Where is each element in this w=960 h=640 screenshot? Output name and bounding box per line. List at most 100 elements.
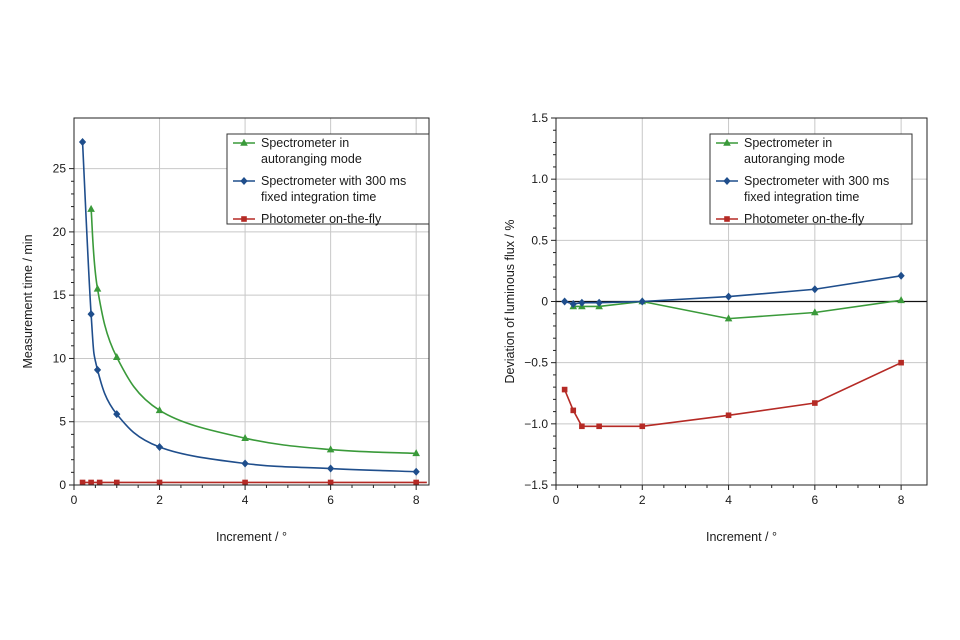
y-tick-label: 20 xyxy=(53,225,67,239)
series-point-0 xyxy=(897,296,905,304)
series-point-0 xyxy=(241,433,249,441)
series-point-2 xyxy=(88,479,94,486)
series-0 xyxy=(87,204,420,457)
legend-entry-1: fixed integration time xyxy=(261,190,376,204)
y-tick-label: −1.5 xyxy=(524,478,548,492)
x-tick-label: 4 xyxy=(725,493,732,507)
y-tick-label: 0 xyxy=(59,478,66,492)
series-2 xyxy=(561,359,904,430)
series-point-1 xyxy=(87,310,95,319)
series-point-1 xyxy=(638,297,646,306)
series-point-2 xyxy=(898,359,904,366)
series-point-1 xyxy=(897,271,905,280)
series-point-0 xyxy=(326,445,335,453)
series-line-1 xyxy=(81,142,417,473)
series-point-2 xyxy=(242,479,248,486)
series-point-2 xyxy=(79,479,86,486)
legend-frame xyxy=(226,133,430,225)
x-tick-label: 8 xyxy=(413,493,420,507)
x-tick-label: 6 xyxy=(327,493,334,507)
y-tick-label: −1.0 xyxy=(524,417,548,431)
legend-entry-1: Spectrometer with 300 ms xyxy=(261,174,406,188)
legend-entry-0: Spectrometer in xyxy=(261,136,349,150)
x-axis-label: Increment / ° xyxy=(216,530,287,544)
chart-measurement-time: 0 2 4 6 8 0 5 10 15 20 25 Increment / ° Measurement … xyxy=(21,117,430,544)
series-point-1 xyxy=(155,443,164,452)
series-0 xyxy=(569,296,905,322)
y-tick-label: 1.0 xyxy=(531,172,548,186)
series-point-1 xyxy=(412,467,420,476)
series-point-0 xyxy=(155,406,164,414)
x-tick-label: 2 xyxy=(639,493,646,507)
series-1 xyxy=(78,138,420,476)
y-tick-label: 0 xyxy=(541,295,548,309)
y-tick-label: −0.5 xyxy=(524,356,548,370)
series-point-2 xyxy=(812,400,818,406)
y-tick-label: 0.5 xyxy=(531,233,548,247)
legend: Spectrometer in autoranging mode Spectrome… xyxy=(226,133,430,226)
series-point-1 xyxy=(93,365,102,374)
series-point-1 xyxy=(561,297,569,306)
series-point-2 xyxy=(579,423,585,430)
series-line-1 xyxy=(564,275,902,305)
legend-entry-1: fixed integration time xyxy=(744,190,859,204)
x-tick-label: 0 xyxy=(71,493,78,507)
series-point-0 xyxy=(87,204,95,212)
series-point-2 xyxy=(639,423,646,430)
series-1 xyxy=(561,271,905,308)
series-line-2 xyxy=(563,361,902,428)
series-point-2 xyxy=(561,386,568,393)
legend: Spectrometer in autoranging mode Spectrome… xyxy=(709,133,913,226)
legend-swatch-marker-2 xyxy=(241,216,247,222)
x-tick-label: 6 xyxy=(811,493,818,507)
legend-entry-0: autoranging mode xyxy=(261,152,362,166)
legend-swatch-marker-0 xyxy=(723,138,731,146)
series-point-1 xyxy=(811,285,819,294)
series-point-1 xyxy=(569,299,577,308)
y-tick-label: 15 xyxy=(53,288,67,302)
series-point-1 xyxy=(78,138,87,147)
x-axis-label: Increment / ° xyxy=(706,530,777,544)
series-point-1 xyxy=(724,292,733,301)
series-point-0 xyxy=(811,308,819,316)
series-point-1 xyxy=(327,464,335,473)
legend-entry-0: Spectrometer in xyxy=(744,136,832,150)
x-tick-label: 8 xyxy=(898,493,905,507)
legend-swatch-marker-1 xyxy=(240,177,248,185)
y-tick-label: 25 xyxy=(53,162,67,176)
legend-entry-1: Spectrometer with 300 ms xyxy=(744,174,889,188)
series-point-2 xyxy=(725,412,732,419)
series-point-2 xyxy=(327,479,334,486)
y-axis-label: Measurement time / min xyxy=(21,234,35,368)
series-point-2 xyxy=(596,423,602,430)
x-tick-label: 0 xyxy=(553,493,560,507)
legend-entry-2: Photometer on-the-fly xyxy=(744,212,865,226)
series-line-0 xyxy=(573,299,902,320)
series-point-2 xyxy=(570,407,577,414)
legend-frame xyxy=(709,133,913,225)
y-tick-label: 5 xyxy=(59,415,66,429)
series-point-2 xyxy=(113,479,120,486)
series-point-1 xyxy=(578,298,586,307)
series-point-0 xyxy=(112,352,121,360)
series-point-1 xyxy=(595,298,603,307)
series-point-2 xyxy=(413,479,419,486)
legend-entry-0: autoranging mode xyxy=(744,152,845,166)
y-axis-label: Deviation of luminous flux / % xyxy=(503,220,517,384)
plot-frame xyxy=(73,117,430,486)
series-line-0 xyxy=(90,209,417,455)
series-point-0 xyxy=(93,284,102,292)
chart-deviation-luminous-flux: 0 2 4 6 8 −1.5 −1.0 −0.5 0 0.5 1.0 1.5 Increment / °… xyxy=(503,111,928,544)
series-point-0 xyxy=(724,314,733,322)
x-tick-label: 2 xyxy=(156,493,163,507)
x-tick-label: 4 xyxy=(242,493,249,507)
series-point-0 xyxy=(412,449,420,457)
series-2 xyxy=(79,479,427,486)
series-point-2 xyxy=(156,479,163,486)
plot-frame xyxy=(555,117,928,486)
legend-swatch-marker-0 xyxy=(240,138,248,146)
series-point-1 xyxy=(241,459,249,468)
y-tick-label: 10 xyxy=(53,351,67,365)
series-point-1 xyxy=(113,410,121,419)
